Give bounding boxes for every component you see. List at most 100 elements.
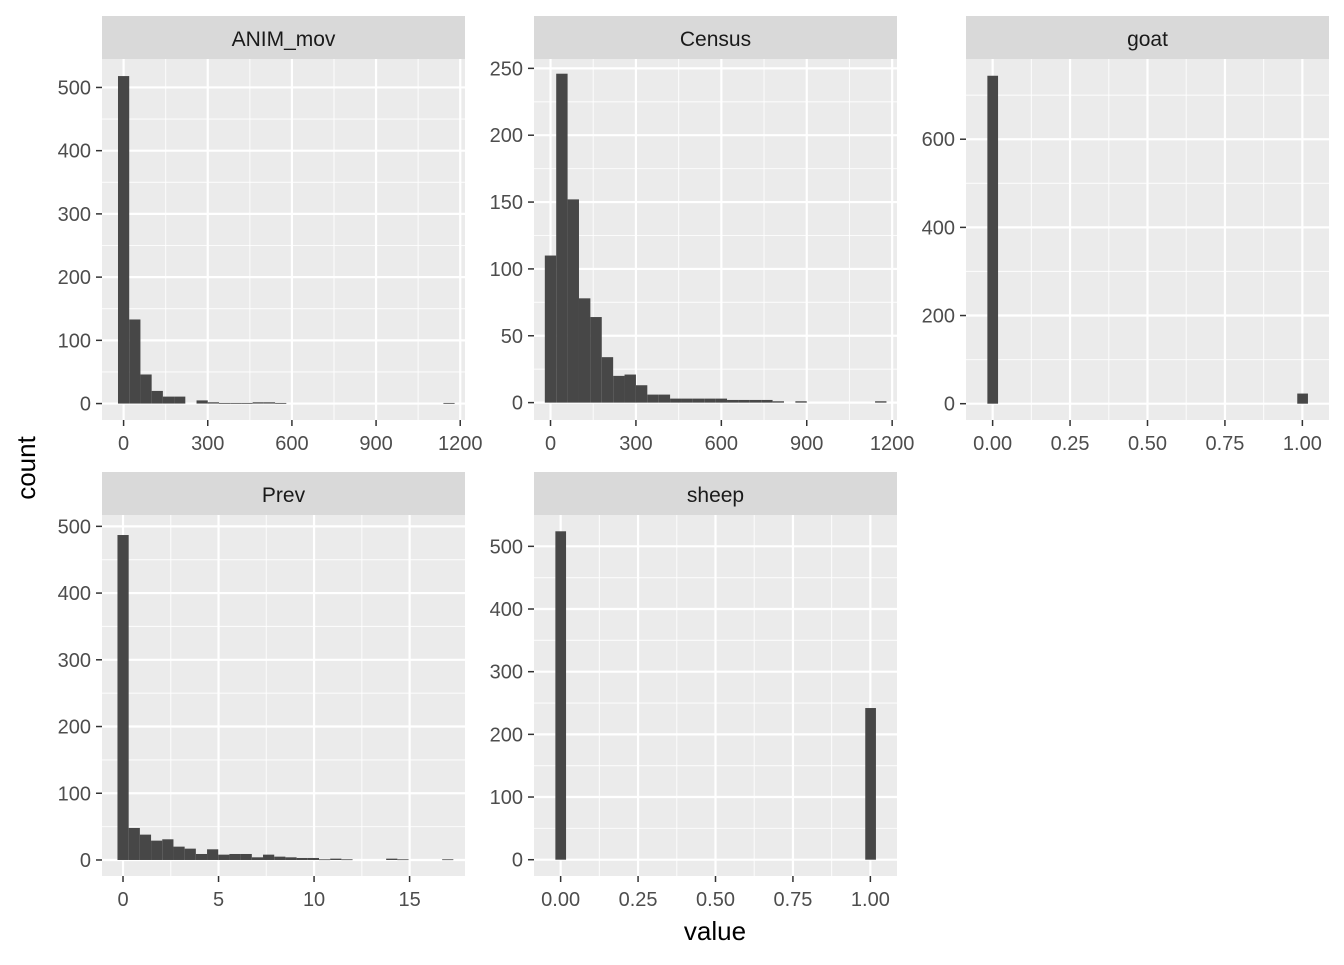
x-tick-label: 900 bbox=[359, 433, 392, 455]
facet-strip bbox=[534, 16, 897, 59]
x-tick-label: 300 bbox=[191, 433, 224, 455]
histogram-bar bbox=[670, 398, 682, 403]
x-axis-title: value bbox=[684, 916, 746, 946]
histogram-bar bbox=[567, 199, 579, 403]
y-tick-label: 100 bbox=[58, 783, 91, 805]
histogram-bar bbox=[184, 848, 196, 860]
histogram-bar bbox=[296, 857, 308, 860]
x-tick-label: 0.25 bbox=[619, 889, 658, 911]
x-tick-label: 1200 bbox=[438, 433, 483, 455]
x-tick-label: 15 bbox=[398, 889, 420, 911]
y-tick-label: 0 bbox=[80, 394, 91, 416]
histogram-bar bbox=[117, 76, 130, 404]
x-tick-label: 1200 bbox=[870, 433, 915, 455]
histogram-bar bbox=[727, 399, 739, 403]
x-tick-label: 0.75 bbox=[1205, 433, 1244, 455]
histogram-bar bbox=[1297, 393, 1308, 404]
histogram-bar bbox=[229, 853, 241, 860]
histogram-bar bbox=[162, 839, 174, 860]
histogram-bar bbox=[865, 708, 876, 860]
facet-strip bbox=[534, 472, 897, 515]
histogram-bar bbox=[658, 394, 671, 403]
facet-strip-label: Prev bbox=[262, 484, 306, 507]
panel-background bbox=[102, 515, 465, 876]
x-tick-label: 5 bbox=[213, 889, 224, 911]
histogram-bar bbox=[173, 846, 185, 860]
facet-strip-label: goat bbox=[1127, 28, 1168, 51]
histogram-bar bbox=[139, 834, 152, 860]
histogram-bar bbox=[442, 859, 454, 861]
histogram-bar bbox=[274, 856, 286, 860]
x-tick-label: 1.00 bbox=[1283, 433, 1322, 455]
y-tick-label: 200 bbox=[58, 267, 91, 289]
y-tick-label: 500 bbox=[490, 536, 523, 558]
histogram-bar bbox=[330, 858, 342, 860]
histogram-bar bbox=[230, 402, 242, 404]
y-tick-label: 400 bbox=[58, 583, 91, 605]
y-tick-label: 200 bbox=[58, 717, 91, 739]
histogram-bar bbox=[681, 398, 693, 403]
y-tick-label: 50 bbox=[501, 326, 523, 348]
x-tick-label: 0 bbox=[545, 433, 556, 455]
y-tick-label: 200 bbox=[490, 724, 523, 746]
histogram-bar bbox=[128, 827, 140, 860]
y-tick-label: 300 bbox=[58, 204, 91, 226]
histogram-bar bbox=[761, 399, 773, 403]
y-tick-label: 500 bbox=[58, 516, 91, 538]
facet-panel-prev: Prev 0 5 10 15 0 100 200 300 400 500 bbox=[58, 472, 465, 911]
histogram-bar bbox=[263, 402, 276, 404]
histogram-bar bbox=[285, 857, 297, 860]
histogram-bar bbox=[738, 399, 750, 403]
y-tick-label: 150 bbox=[490, 192, 523, 214]
x-tick-label: 0.00 bbox=[973, 433, 1012, 455]
histogram-bar bbox=[318, 859, 331, 861]
histogram-bar bbox=[151, 390, 163, 404]
histogram-bar bbox=[635, 385, 648, 403]
y-tick-label: 0 bbox=[512, 393, 523, 415]
facet-panel-sheep: sheep 0.00 0.25 0.50 0.75 1.00 0 100 200 300 400 50… bbox=[490, 472, 897, 911]
histogram-bar bbox=[151, 840, 163, 860]
y-tick-label: 300 bbox=[58, 650, 91, 672]
facet-panel-anim-mov: ANIM_mov 0 300 600 900 1200 0 100 200 300 400 500 bbox=[58, 16, 483, 455]
histogram-bar bbox=[601, 357, 614, 403]
x-tick-label: 0.75 bbox=[773, 889, 812, 911]
x-tick-label: 0.50 bbox=[1128, 433, 1167, 455]
y-tick-label: 300 bbox=[490, 662, 523, 684]
y-tick-label: 400 bbox=[58, 141, 91, 163]
histogram-bar bbox=[692, 398, 705, 403]
histogram-bar bbox=[613, 375, 625, 403]
x-tick-label: 300 bbox=[619, 433, 652, 455]
histogram-bar bbox=[590, 317, 602, 403]
histogram-bar bbox=[263, 854, 275, 860]
histogram-bar bbox=[162, 396, 175, 404]
histogram-bar bbox=[117, 535, 129, 860]
histogram-bar bbox=[341, 859, 353, 861]
y-axis-title: count bbox=[11, 435, 41, 499]
x-tick-label: 600 bbox=[275, 433, 308, 455]
histogram-bar bbox=[556, 73, 568, 403]
histogram-bar bbox=[218, 402, 231, 404]
histogram-bar bbox=[240, 853, 252, 860]
histogram-bar bbox=[772, 401, 784, 403]
y-tick-label: 400 bbox=[490, 599, 523, 621]
x-tick-label: 10 bbox=[303, 889, 325, 911]
histogram-bar bbox=[555, 531, 567, 860]
histogram-bar bbox=[251, 857, 264, 860]
facet-panel-census: Census 0 300 600 900 1200 0 50 100 150 200 250 bbox=[490, 16, 915, 455]
facet-panel-goat: goat 0.00 0.25 0.50 0.75 1.00 0 200 400 600 bbox=[922, 16, 1329, 455]
histogram-bar bbox=[129, 319, 141, 404]
facet-strip bbox=[966, 16, 1329, 59]
histogram-bar bbox=[174, 396, 186, 404]
x-tick-label: 0.00 bbox=[541, 889, 580, 911]
histogram-bar bbox=[578, 298, 591, 403]
histogram-bar bbox=[397, 859, 409, 861]
x-tick-label: 1.00 bbox=[851, 889, 890, 911]
x-tick-label: 0.25 bbox=[1051, 433, 1090, 455]
y-tick-label: 100 bbox=[490, 259, 523, 281]
facet-strip-label: ANIM_mov bbox=[232, 28, 336, 51]
y-tick-label: 250 bbox=[490, 58, 523, 80]
y-tick-label: 200 bbox=[922, 306, 955, 328]
histogram-bar bbox=[624, 374, 636, 403]
